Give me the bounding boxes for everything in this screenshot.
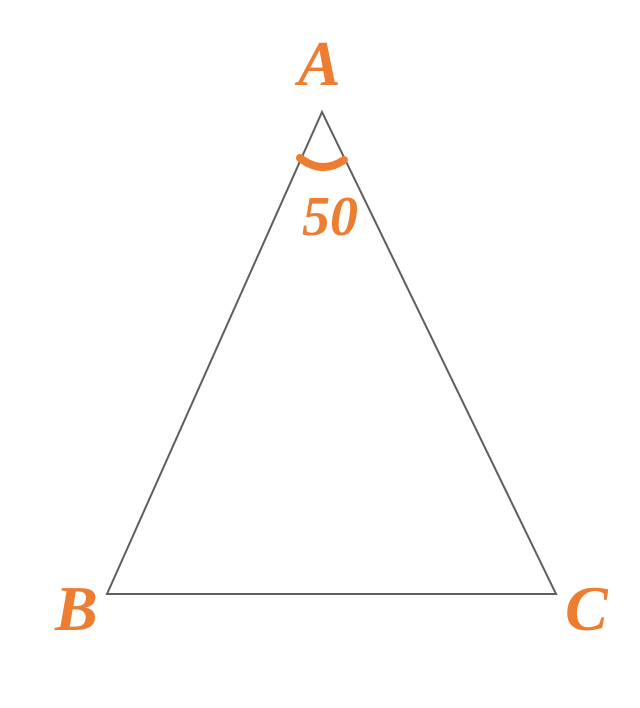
triangle-outline (107, 112, 556, 594)
vertex-label-b: B (54, 573, 98, 644)
angle-arc (300, 158, 344, 167)
vertex-label-c: C (565, 573, 609, 644)
angle-value-label: 50 (302, 186, 358, 248)
geometry-diagram: A B C 50 (0, 0, 640, 708)
vertex-label-a: A (294, 28, 341, 99)
